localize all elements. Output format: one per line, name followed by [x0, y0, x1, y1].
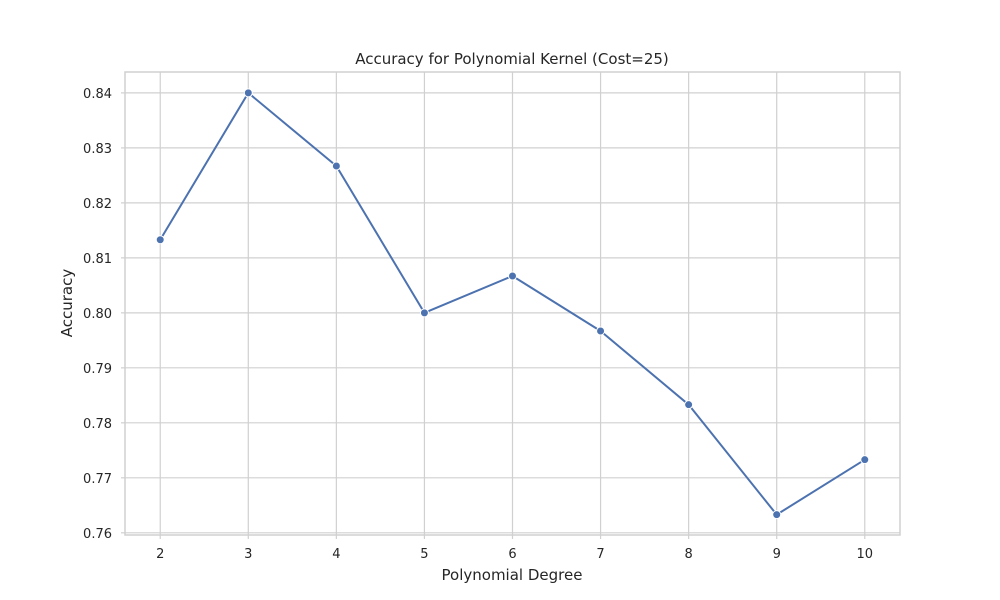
x-tick-label: 5	[420, 547, 428, 562]
x-tick-label: 4	[332, 547, 340, 562]
y-tick-label: 0.84	[83, 87, 112, 102]
data-point	[331, 161, 341, 171]
data-point	[684, 400, 694, 410]
data-point	[596, 326, 606, 336]
y-tick-label: 0.82	[83, 197, 112, 212]
series-layer	[155, 88, 870, 520]
x-axis-label: Polynomial Degree	[442, 566, 583, 584]
y-tick-label: 0.81	[83, 252, 112, 267]
grid	[125, 72, 900, 535]
x-tick-label: 6	[508, 547, 516, 562]
y-tick-label: 0.83	[83, 142, 112, 157]
data-point	[155, 235, 165, 245]
x-tick-label: 3	[244, 547, 252, 562]
data-point	[860, 455, 870, 465]
y-tick-label: 0.79	[83, 362, 112, 377]
y-tick-label: 0.76	[83, 527, 112, 542]
x-tick-label: 8	[684, 547, 692, 562]
y-tick-label: 0.77	[83, 472, 112, 487]
chart-title: Accuracy for Polynomial Kernel (Cost=25)	[355, 50, 669, 68]
data-point	[243, 88, 253, 98]
data-point	[419, 308, 429, 318]
axis-ticks: 2 3 4 5 6 7 8 9 10 0.76 0.77 0.78 0.79 0.80 0.81 0.82 0.…	[83, 87, 873, 562]
y-axis-label: Accuracy	[58, 269, 76, 338]
x-tick-label: 9	[773, 547, 781, 562]
data-point	[772, 510, 782, 520]
y-tick-label: 0.78	[83, 417, 112, 432]
x-tick-label: 7	[596, 547, 604, 562]
x-tick-label: 10	[856, 547, 873, 562]
y-tick-label: 0.80	[83, 307, 112, 322]
data-point	[508, 271, 517, 281]
x-tick-label: 2	[156, 547, 164, 562]
